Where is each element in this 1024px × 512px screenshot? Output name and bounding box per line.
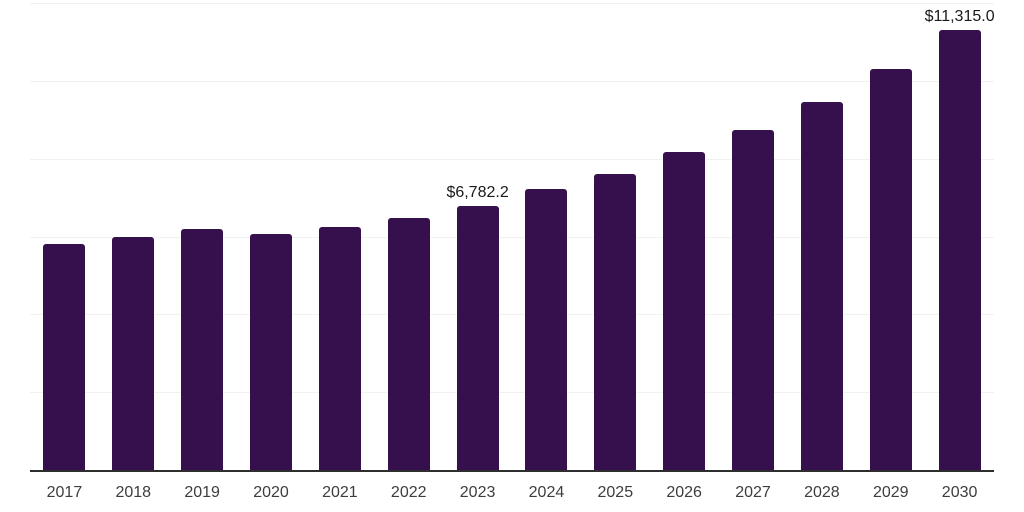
x-tick-label-2019: 2019: [184, 484, 220, 501]
value-label-2023: $6,782.2: [446, 184, 509, 202]
x-tick-label-2020: 2020: [253, 484, 289, 501]
bar-slot-2025: [581, 3, 650, 470]
bar-slot-2026: [650, 3, 719, 470]
value-label-2030: $11,315.0: [924, 7, 995, 25]
x-axis-tick-labels: 2017 2018 2019 2020 2021 2022 2023 2024 2025 2026…: [30, 472, 994, 512]
bar-2019: [181, 229, 224, 470]
gridline-12000: [30, 3, 994, 4]
gridline-8000: [30, 158, 994, 160]
x-tick-label-2030: 2030: [941, 484, 978, 501]
bar-2020: [250, 233, 292, 470]
bar-2026: [663, 152, 706, 470]
x-tick-label-2018: 2018: [115, 484, 152, 501]
x-tick-label-2025: 2025: [597, 484, 634, 501]
bar-slot-2017: [30, 3, 99, 470]
x-tick-label-2027: 2027: [735, 484, 771, 501]
x-tick-label-2029: 2029: [872, 484, 909, 501]
x-axis-line: [30, 470, 994, 472]
bar-2025: [594, 173, 637, 470]
bar-slot-2024: [512, 3, 581, 470]
bars-container: $6,782.2 $11,315.0: [30, 3, 995, 470]
bar-slot-2020: [237, 3, 306, 470]
gridline-10000: [30, 80, 994, 82]
bar-2024: [525, 189, 568, 470]
bar-slot-2021: [305, 3, 374, 470]
x-tick-label-2026: 2026: [666, 484, 702, 501]
gridline-4000: [30, 314, 994, 316]
bar-2027: [732, 130, 775, 470]
gridline-6000: [30, 236, 994, 238]
x-tick-label-2017: 2017: [46, 484, 83, 501]
bar-2028: [800, 102, 843, 470]
bar-2022: [387, 218, 430, 470]
bar-slot-2022: [374, 3, 443, 470]
plot-area: $6,782.2 $11,315.0: [30, 3, 995, 470]
x-tick-label-2024: 2024: [528, 484, 565, 501]
bar-slot-2029: [856, 3, 925, 470]
x-tick-label-2028: 2028: [804, 484, 840, 501]
bar-2029: [869, 69, 912, 470]
x-tick-label-2021: 2021: [322, 484, 358, 501]
x-tick-label-2022: 2022: [390, 484, 427, 501]
gridline-2000: [30, 392, 994, 394]
bar-slot-2018: [99, 3, 168, 470]
bar-slot-2028: [787, 3, 856, 470]
bar-slot-2027: [719, 3, 788, 470]
bar-2030: [938, 29, 981, 470]
x-tick-label-2023: 2023: [459, 484, 496, 501]
bar-2021: [318, 226, 361, 470]
bar-slot-2030: $11,315.0: [924, 3, 995, 470]
bar-slot-2019: [168, 3, 237, 470]
bar-2018: [112, 236, 155, 470]
bar-2023: [456, 206, 499, 470]
bar-slot-2023: $6,782.2: [443, 3, 512, 470]
bar-2017: [43, 243, 86, 470]
